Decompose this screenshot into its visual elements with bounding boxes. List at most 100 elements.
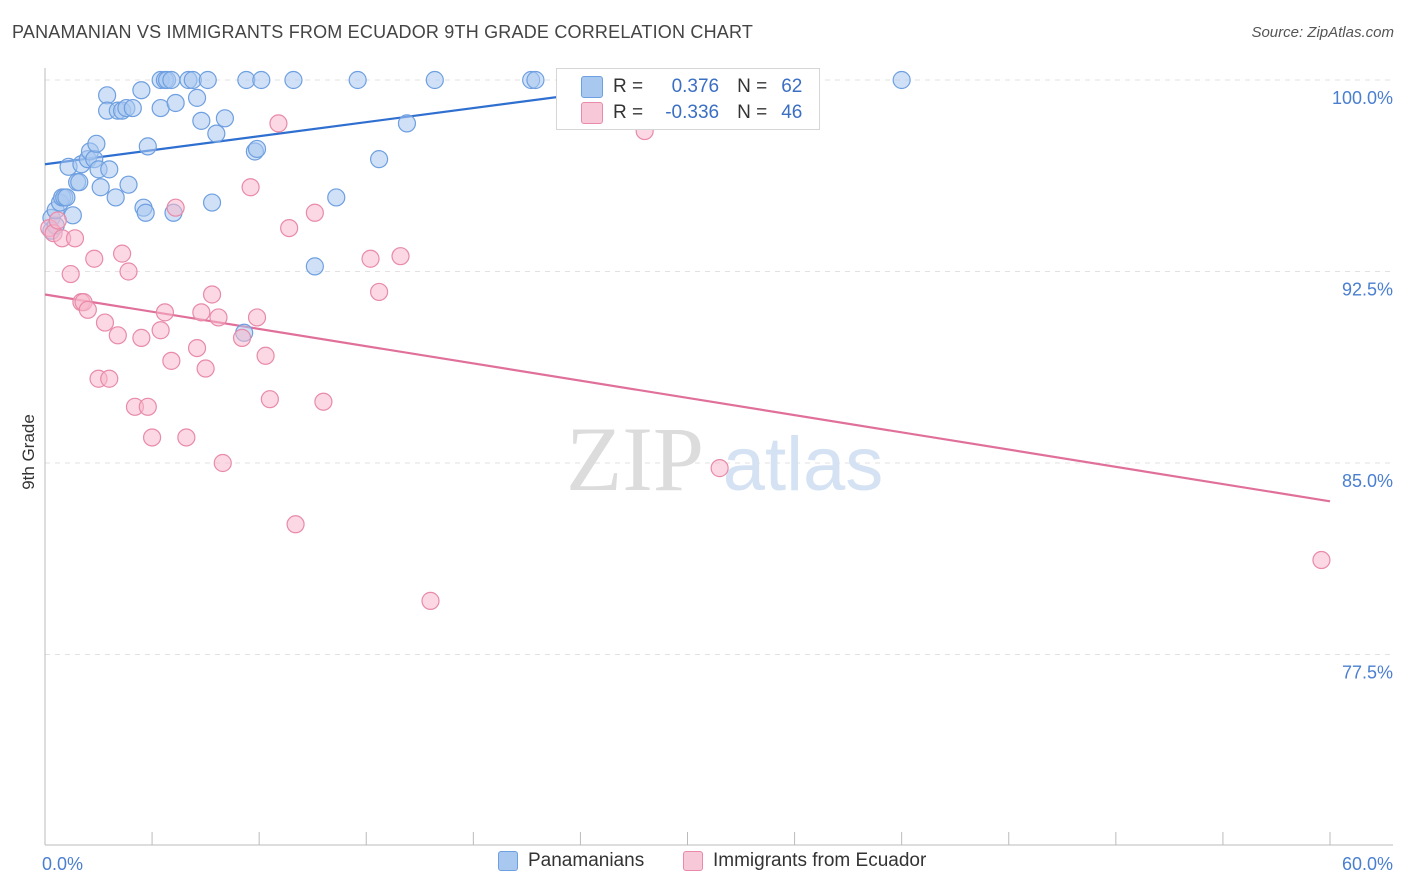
point-panamanian xyxy=(215,109,234,128)
point-panamanian xyxy=(98,86,117,105)
point-ecuador xyxy=(95,313,115,332)
point-ecuador xyxy=(314,392,333,411)
legend-row-ecuador: R = -0.336 N = 46 xyxy=(581,100,802,126)
point-ecuador xyxy=(232,328,252,347)
legend-n-label: N = xyxy=(737,76,768,97)
point-panamanian xyxy=(166,93,185,113)
point-ecuador xyxy=(213,453,232,473)
point-ecuador xyxy=(187,339,207,358)
point-panamanian xyxy=(119,175,138,194)
point-panamanian xyxy=(70,173,89,192)
point-ecuador xyxy=(112,244,132,263)
legend-n-value: 62 xyxy=(781,76,803,97)
point-panamanian xyxy=(91,178,110,197)
point-ecuador xyxy=(61,264,80,284)
point-ecuador xyxy=(48,211,67,230)
point-ecuador xyxy=(166,198,185,217)
point-panamanian xyxy=(100,160,119,179)
legend-row-panamanians: R = 0.376 N = 62 xyxy=(581,74,802,100)
point-ecuador xyxy=(138,397,157,416)
point-ecuador xyxy=(247,308,267,327)
point-ecuador xyxy=(391,247,410,266)
point-panamanian xyxy=(305,257,324,276)
point-ecuador xyxy=(421,591,440,610)
legend-label-ecuador: Immigrants from Ecuador xyxy=(713,850,927,871)
point-panamanian xyxy=(425,70,444,90)
legend-item-ecuador[interactable]: Immigrants from Ecuador xyxy=(683,850,926,872)
point-panamanian xyxy=(284,70,303,90)
legend-label-panamanians: Panamanians xyxy=(528,850,645,871)
watermark-zip: ZIP xyxy=(566,408,704,510)
point-ecuador xyxy=(162,351,181,370)
point-ecuador xyxy=(177,428,196,447)
legend-item-panamanians[interactable]: Panamanians xyxy=(498,850,644,872)
point-panamanian xyxy=(123,98,142,118)
legend-r-label: R = xyxy=(613,76,644,97)
point-ecuador xyxy=(85,249,104,268)
point-panamanian xyxy=(106,188,125,207)
point-ecuador xyxy=(151,321,170,340)
point-panamanian xyxy=(198,70,217,90)
point-ecuador xyxy=(65,229,85,248)
point-panamanian xyxy=(87,134,106,153)
point-panamanian xyxy=(247,139,267,159)
point-ecuador xyxy=(132,328,151,347)
point-panamanian xyxy=(397,114,417,133)
point-panamanian xyxy=(327,188,346,207)
point-panamanian xyxy=(892,70,911,90)
point-panamanian xyxy=(132,81,151,100)
point-ecuador xyxy=(209,308,228,327)
x-tick-label: 60.0% xyxy=(1342,854,1393,874)
trend-line-ecuador xyxy=(44,293,1331,503)
point-ecuador xyxy=(142,428,162,447)
point-ecuador xyxy=(286,515,305,534)
watermark: ZIP atlas xyxy=(566,408,883,510)
legend-swatch-blue xyxy=(581,76,603,98)
legend-swatch-ecuador xyxy=(683,851,703,871)
point-ecuador xyxy=(100,369,119,388)
point-panamanian xyxy=(526,70,545,90)
point-ecuador xyxy=(1312,550,1331,570)
point-panamanian xyxy=(202,193,222,212)
gridlines xyxy=(45,79,1393,655)
legend-r-value: 0.376 xyxy=(671,76,720,97)
legend-r-label: R = xyxy=(613,102,644,123)
y-tick-label: 85.0% xyxy=(1342,471,1393,491)
point-ecuador xyxy=(241,178,260,197)
point-panamanian xyxy=(370,150,389,169)
point-ecuador xyxy=(192,303,211,322)
point-ecuador xyxy=(196,359,215,378)
y-tick-label: 92.5% xyxy=(1342,280,1393,300)
point-ecuador xyxy=(269,114,288,133)
point-ecuador xyxy=(108,326,127,345)
point-panamanian xyxy=(192,111,211,130)
y-axis-label: 9th Grade xyxy=(19,414,38,490)
point-panamanian xyxy=(252,70,271,90)
data-points xyxy=(40,70,1331,610)
chart-title: PANAMANIAN VS IMMIGRANTS FROM ECUADOR 9T… xyxy=(12,22,754,42)
point-panamanian xyxy=(138,137,157,156)
point-ecuador xyxy=(260,390,279,409)
point-ecuador xyxy=(256,346,275,365)
legend-swatch-panamanians xyxy=(498,851,518,871)
legend-n-label: N = xyxy=(737,102,768,123)
point-ecuador xyxy=(370,282,389,302)
point-ecuador xyxy=(710,459,729,478)
y-tick-label: 100.0% xyxy=(1332,88,1393,108)
point-ecuador xyxy=(305,203,324,222)
legend-r-value: -0.336 xyxy=(665,102,720,123)
series-legend: Panamanians Immigrants from Ecuador xyxy=(0,850,1406,880)
point-panamanian xyxy=(207,124,226,143)
point-ecuador xyxy=(202,285,222,304)
point-ecuador xyxy=(155,303,175,322)
watermark-atlas: atlas xyxy=(723,422,884,507)
source-credit: Source: ZipAtlas.com xyxy=(1251,24,1394,41)
point-panamanian xyxy=(136,203,155,222)
point-panamanian xyxy=(348,70,367,90)
point-ecuador xyxy=(119,262,138,281)
point-ecuador xyxy=(78,300,97,319)
legend-swatch-pink xyxy=(581,102,603,124)
x-tick-label: 0.0% xyxy=(42,854,83,874)
point-panamanian xyxy=(162,70,181,90)
